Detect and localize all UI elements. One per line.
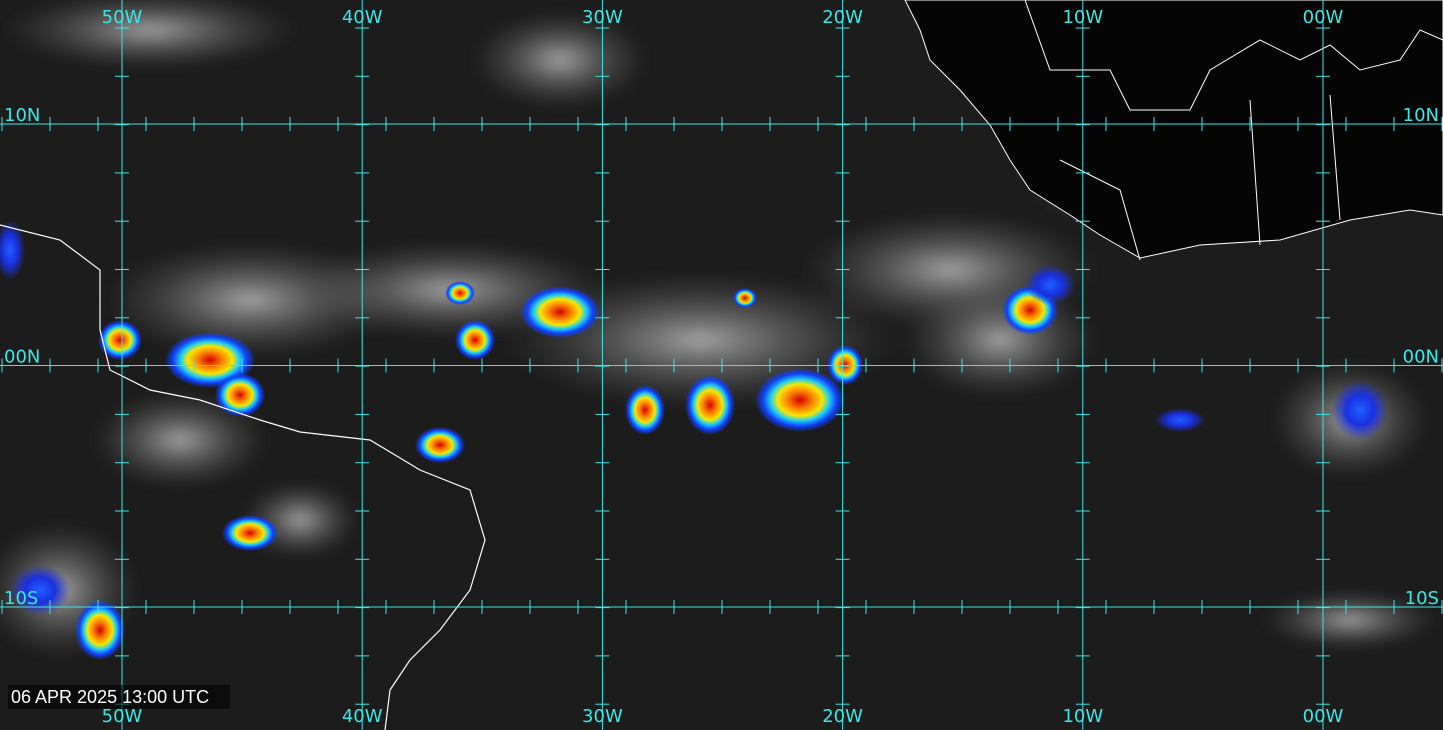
lon-label-bottom: 30W: [582, 706, 623, 727]
lon-label-top: 30W: [582, 7, 623, 28]
lon-label-bottom: 00W: [1303, 706, 1344, 727]
convective-cell: [75, 600, 125, 660]
lon-label-top: 00W: [1303, 7, 1344, 28]
convective-cell: [215, 373, 265, 417]
africa-land: [904, 0, 1443, 259]
lon-label-bottom: 40W: [342, 706, 383, 727]
convective-cell: [165, 332, 255, 388]
cloud: [900, 280, 1100, 400]
south-america-coast: [0, 224, 486, 730]
lon-label-top: 20W: [822, 7, 863, 28]
lon-label-bottom: 10W: [1062, 706, 1103, 727]
convective-cell: [625, 385, 665, 435]
lon-label-top: 40W: [342, 7, 383, 28]
cold-cloud: [0, 220, 25, 280]
cloud: [0, 0, 300, 70]
cloud: [470, 10, 650, 110]
cold-cloud: [1332, 380, 1388, 440]
convective-cell: [520, 286, 600, 338]
timestamp-bg: [8, 685, 230, 709]
cold-cloud: [1155, 408, 1205, 432]
cloud: [1260, 590, 1440, 650]
convective-cell: [685, 375, 735, 435]
borders: [1024, 0, 1443, 261]
cold-cloud: [10, 565, 70, 615]
lon-label-top: 50W: [102, 7, 143, 28]
convective-cell: [98, 320, 142, 360]
convective-cell: [222, 515, 278, 551]
lon-label-bottom: 20W: [822, 706, 863, 727]
lon-label-bottom: 50W: [102, 706, 143, 727]
lon-label-top: 10W: [1062, 7, 1103, 28]
lat-label-right: 00N: [1403, 347, 1439, 368]
cloud: [90, 390, 270, 490]
lat-label-left: 10S: [4, 588, 38, 609]
lat-label-right: 10N: [1403, 105, 1439, 126]
convective-cell: [733, 288, 757, 308]
convective-cell: [415, 427, 465, 463]
lat-label-right: 10S: [1405, 588, 1439, 609]
convective-cell: [455, 320, 495, 360]
lat-label-left: 00N: [4, 347, 40, 368]
cold-cloud: [1025, 265, 1075, 305]
timestamp: 06 APR 2025 13:00 UTC: [11, 687, 209, 707]
convective-cell: [755, 368, 845, 432]
lat-label-left: 10N: [4, 105, 40, 126]
convective-cell: [445, 281, 475, 305]
